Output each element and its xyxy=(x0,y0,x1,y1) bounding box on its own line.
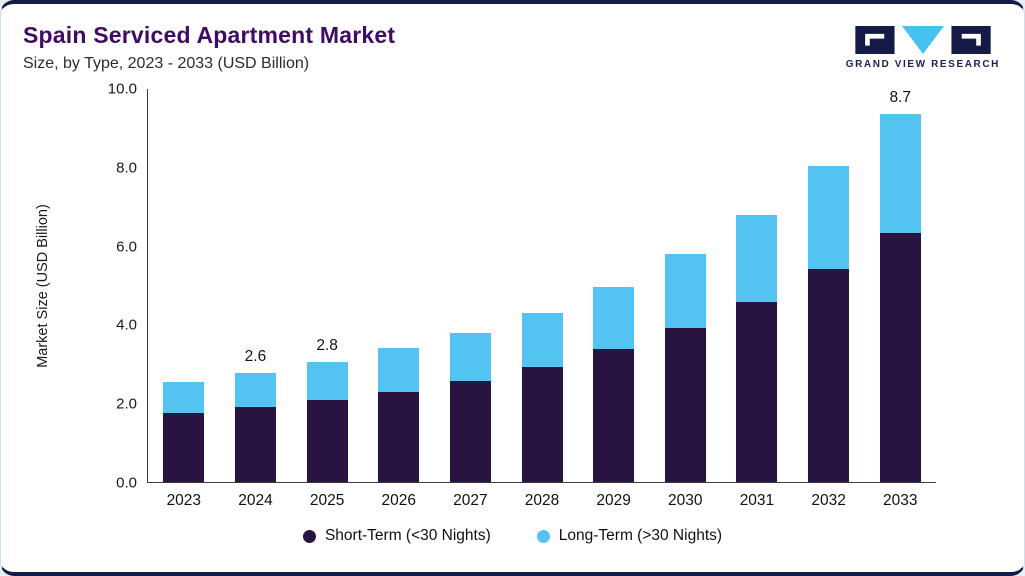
bar-segment-long-term xyxy=(664,254,706,328)
x-tick-label: 2031 xyxy=(739,492,775,509)
bar-segment-short-term xyxy=(664,327,706,482)
bar-group: 2028 xyxy=(506,89,578,509)
x-tick-label: 2028 xyxy=(524,492,560,509)
bar-segment-long-term xyxy=(163,381,205,414)
bar-segment-short-term xyxy=(378,391,420,482)
y-tick-label: 10.0 xyxy=(107,80,137,98)
bar-group: 2027 xyxy=(435,89,507,509)
bar-segment-short-term xyxy=(521,366,563,482)
legend: Short-Term (<30 Nights) Long-Term (>30 N… xyxy=(1,527,1024,545)
chart-header: Spain Serviced Apartment Market Size, by… xyxy=(1,4,1024,73)
bar-segment-short-term xyxy=(234,407,276,482)
bar-segment-long-term xyxy=(736,214,778,303)
chart-subtitle: Size, by Type, 2023 - 2033 (USD Billion) xyxy=(23,55,310,72)
y-tick-label: 8.0 xyxy=(116,159,137,177)
grand-view-research-logo: GRAND VIEW RESEARCH xyxy=(846,22,1000,70)
bar-value-label: 2.6 xyxy=(244,348,267,366)
bar-group: 2031 xyxy=(721,89,793,509)
y-axis-label: Market Size (USD Billion) xyxy=(35,204,51,368)
legend-swatch xyxy=(536,529,550,543)
plot-area: 2023 2.6 2024 2.8 2025 2026 2027 2028 2029 2030 20… xyxy=(147,89,936,509)
x-tick-label: 2027 xyxy=(453,492,488,509)
bar-segment-short-term xyxy=(879,232,921,482)
gvr-logo-icon xyxy=(855,26,991,54)
y-tick-label: 4.0 xyxy=(116,316,137,334)
x-tick-label: 2024 xyxy=(238,492,273,509)
bar-value-label: 2.8 xyxy=(316,337,338,355)
y-tick-label: 6.0 xyxy=(116,238,137,256)
bar-group: 2030 xyxy=(649,89,721,509)
chart-title: Spain Serviced Apartment Market xyxy=(23,22,396,48)
x-tick-label: 2026 xyxy=(381,492,416,509)
bar-group: 2.8 2025 xyxy=(291,89,363,509)
bar-segment-short-term xyxy=(808,268,850,482)
bar-segment-long-term xyxy=(879,114,921,233)
bar-group: 2029 xyxy=(578,89,650,509)
bar-segment-long-term xyxy=(521,312,563,367)
bar-segment-long-term xyxy=(593,287,635,350)
y-axis-ticks: 0.0 2.0 4.0 6.0 8.0 10.0 xyxy=(93,81,147,492)
bar-segment-short-term xyxy=(736,302,778,482)
bar-group: 2023 xyxy=(148,89,220,509)
bar-value-label: 8.7 xyxy=(889,89,911,106)
x-tick-label: 2030 xyxy=(668,492,703,509)
bar-group: 2.6 2024 xyxy=(220,89,292,509)
legend-label: Long-Term (>30 Nights) xyxy=(558,527,723,544)
bar-group: 2032 xyxy=(793,89,865,509)
bar-group: 2026 xyxy=(363,89,435,509)
x-tick-label: 2023 xyxy=(166,492,202,509)
bar-segment-short-term xyxy=(306,400,348,482)
x-tick-label: 2025 xyxy=(309,492,345,509)
bar-segment-long-term xyxy=(306,362,348,401)
bar-segment-short-term xyxy=(593,349,635,482)
legend-item-long-term: Long-Term (>30 Nights) xyxy=(536,527,723,545)
bar-segment-short-term xyxy=(163,413,205,482)
bar-segment-short-term xyxy=(449,380,491,482)
bar-segment-long-term xyxy=(234,373,276,408)
legend-swatch xyxy=(302,529,316,543)
bar-segment-long-term xyxy=(808,166,850,269)
bar-segment-long-term xyxy=(378,348,420,392)
legend-item-short-term: Short-Term (<30 Nights) xyxy=(302,527,491,545)
y-tick-label: 2.0 xyxy=(116,395,137,413)
title-block: Spain Serviced Apartment Market Size, by… xyxy=(23,22,395,73)
bar-segment-long-term xyxy=(449,332,491,381)
x-tick-label: 2033 xyxy=(882,492,918,509)
chart-area: Market Size (USD Billion) 0.0 2.0 4.0 6.0 8.… xyxy=(35,81,936,509)
bar-group: 8.7 2033 xyxy=(864,89,936,509)
x-tick-label: 2029 xyxy=(596,492,631,509)
x-tick-label: 2032 xyxy=(811,492,846,509)
logo-text: GRAND VIEW RESEARCH xyxy=(845,59,1000,70)
legend-label: Short-Term (<30 Nights) xyxy=(324,527,491,544)
y-tick-label: 0.0 xyxy=(116,474,137,492)
